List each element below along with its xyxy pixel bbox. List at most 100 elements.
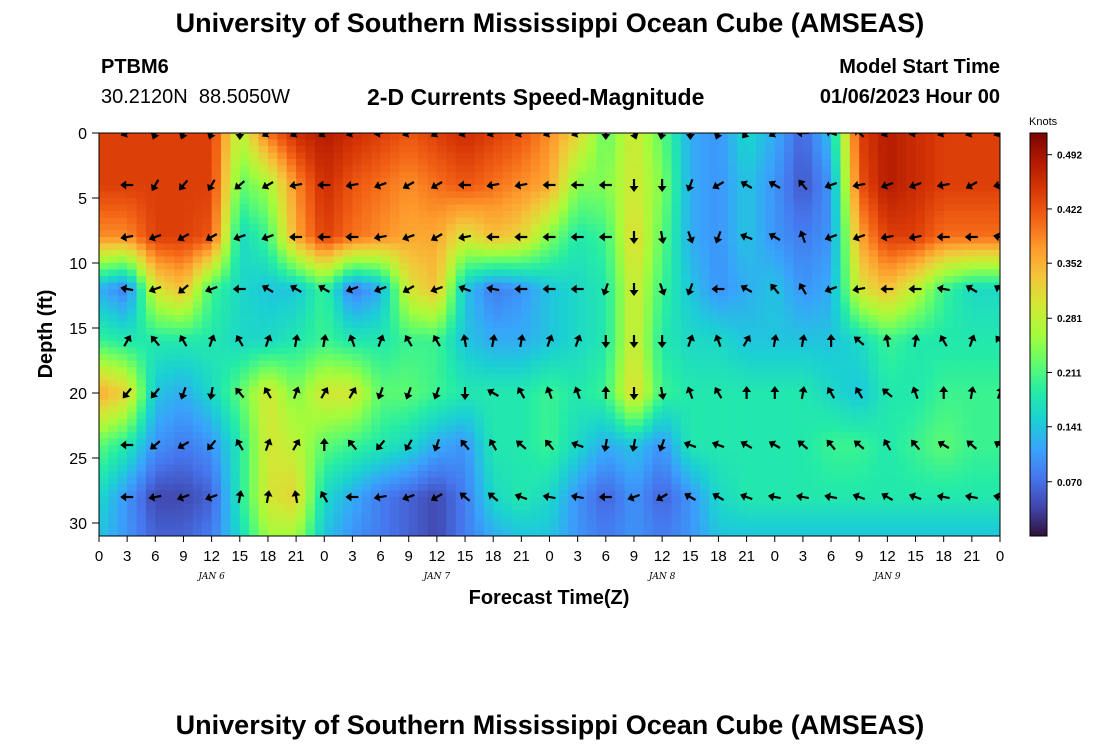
heatmap-cell xyxy=(474,165,485,173)
heatmap-cell xyxy=(746,172,757,180)
heatmap-cell xyxy=(727,172,738,180)
heatmap-cell xyxy=(821,432,832,440)
heatmap-cell xyxy=(671,354,682,362)
heatmap-cell xyxy=(652,282,663,290)
heatmap-cell xyxy=(333,354,344,362)
heatmap-cell xyxy=(680,165,691,173)
heatmap-cell xyxy=(671,328,682,336)
heatmap-cell xyxy=(483,347,494,355)
heatmap-cell xyxy=(333,178,344,186)
heatmap-cell xyxy=(389,380,400,388)
heatmap-cell xyxy=(737,243,748,251)
heatmap-cell xyxy=(399,256,410,264)
heatmap-cell xyxy=(784,432,795,440)
heatmap-cell xyxy=(793,204,804,212)
heatmap-cell xyxy=(849,139,860,147)
heatmap-cell xyxy=(868,139,879,147)
heatmap-cell xyxy=(296,451,307,459)
heatmap-cell xyxy=(483,152,494,160)
heatmap-cell xyxy=(652,256,663,264)
heatmap-cell xyxy=(699,139,710,147)
heatmap-cell xyxy=(587,464,598,472)
heatmap-cell xyxy=(174,146,185,154)
heatmap-cell xyxy=(483,341,494,349)
heatmap-cell xyxy=(906,451,917,459)
heatmap-cell xyxy=(755,425,766,433)
heatmap-cell xyxy=(915,217,926,225)
heatmap-cell xyxy=(568,282,579,290)
heatmap-cell xyxy=(981,185,992,193)
heatmap-cell xyxy=(183,139,194,147)
heatmap-cell xyxy=(981,341,992,349)
heatmap-cell xyxy=(465,224,476,232)
heatmap-cell xyxy=(643,243,654,251)
heatmap-cell xyxy=(662,354,673,362)
heatmap-cell xyxy=(793,250,804,258)
heatmap-cell xyxy=(230,432,241,440)
heatmap-cell xyxy=(896,347,907,355)
heatmap-cell xyxy=(680,269,691,277)
heatmap-cell xyxy=(765,152,776,160)
heatmap-cell xyxy=(333,185,344,193)
heatmap-cell xyxy=(427,198,438,206)
heatmap-cell xyxy=(540,256,551,264)
heatmap-cell xyxy=(831,393,842,401)
heatmap-cell xyxy=(249,419,260,427)
heatmap-cell xyxy=(868,250,879,258)
heatmap-cell xyxy=(164,243,175,251)
heatmap-cell xyxy=(896,386,907,394)
heatmap-cell xyxy=(877,165,888,173)
heatmap-cell xyxy=(840,282,851,290)
heatmap-cell xyxy=(371,289,382,297)
heatmap-cell xyxy=(699,243,710,251)
heatmap-cell xyxy=(155,393,166,401)
heatmap-cell xyxy=(502,146,513,154)
heatmap-cell xyxy=(427,438,438,446)
heatmap-cell xyxy=(549,399,560,407)
heatmap-cell xyxy=(399,386,410,394)
heatmap-cell xyxy=(286,302,297,310)
heatmap-cell xyxy=(136,269,147,277)
heatmap-cell xyxy=(690,165,701,173)
heatmap-cell xyxy=(821,224,832,232)
heatmap-cell xyxy=(127,412,138,420)
heatmap-cell xyxy=(521,419,532,427)
heatmap-cell xyxy=(981,412,992,420)
heatmap-cell xyxy=(136,211,147,219)
heatmap-cell xyxy=(446,302,457,310)
heatmap-cell xyxy=(483,393,494,401)
heatmap-cell xyxy=(277,321,288,329)
heatmap-cell xyxy=(859,178,870,186)
heatmap-cell xyxy=(784,354,795,362)
heatmap-cell xyxy=(633,243,644,251)
heatmap-cell xyxy=(906,419,917,427)
heatmap-cell xyxy=(652,295,663,303)
heatmap-cell xyxy=(192,263,203,271)
heatmap-cell xyxy=(558,243,569,251)
heatmap-cell xyxy=(493,360,504,368)
heatmap-cell xyxy=(774,204,785,212)
heatmap-cell xyxy=(483,230,494,238)
heatmap-cell xyxy=(249,263,260,271)
heatmap-cell xyxy=(474,399,485,407)
heatmap-cell xyxy=(727,276,738,284)
heatmap-cell xyxy=(324,367,335,375)
heatmap-cell xyxy=(849,230,860,238)
heatmap-cell xyxy=(145,243,156,251)
heatmap-cell xyxy=(849,152,860,160)
heatmap-cell xyxy=(896,295,907,303)
heatmap-cell xyxy=(605,347,616,355)
heatmap-cell xyxy=(483,367,494,375)
heatmap-cell xyxy=(305,152,316,160)
heatmap-cell xyxy=(821,269,832,277)
heatmap-cell xyxy=(727,321,738,329)
heatmap-cell xyxy=(812,412,823,420)
heatmap-cell xyxy=(436,445,447,453)
heatmap-cell xyxy=(990,412,1000,420)
heatmap-cell xyxy=(343,302,354,310)
heatmap-cell xyxy=(164,308,175,316)
heatmap-cell xyxy=(455,243,466,251)
heatmap-cell xyxy=(802,341,813,349)
heatmap-cell xyxy=(671,386,682,394)
heatmap-cell xyxy=(774,399,785,407)
